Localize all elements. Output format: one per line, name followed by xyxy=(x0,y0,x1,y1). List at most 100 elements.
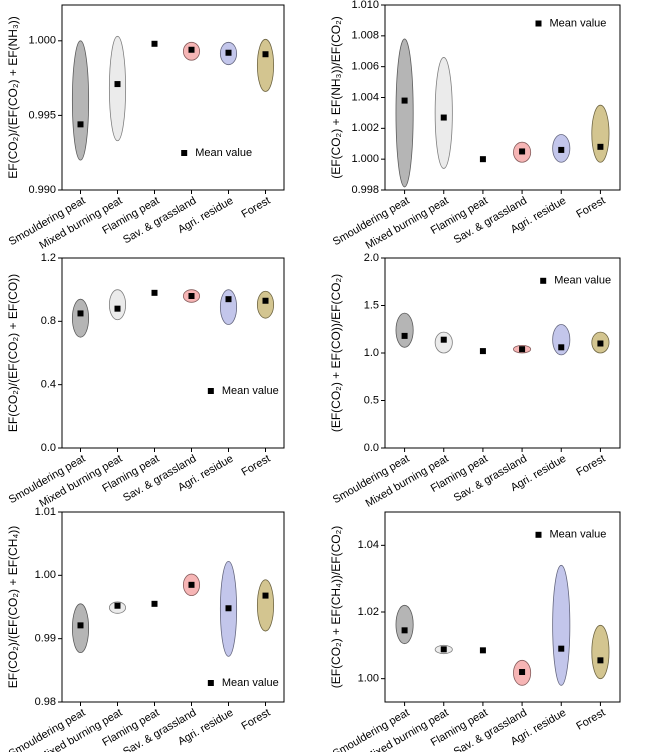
y-tick-label: 0.99 xyxy=(35,633,56,645)
y-tick-label: 0.0 xyxy=(41,442,56,454)
legend-label: Mean value xyxy=(550,529,607,541)
range-ellipse xyxy=(395,312,414,348)
y-tick-label: 1.008 xyxy=(351,30,379,42)
mean-marker xyxy=(225,49,232,56)
legend-marker xyxy=(207,680,214,686)
mean-marker xyxy=(262,592,269,599)
mean-marker xyxy=(114,305,121,312)
panel: 0.0 0.5 1.0 1.5 2.0 (EF(CO₂) + EF(CO))/EF(CO₂… xyxy=(329,252,621,510)
y-tick-label: 1.02 xyxy=(358,606,379,618)
mean-marker xyxy=(558,344,565,351)
legend-label: Mean value xyxy=(550,17,607,29)
panel: 0.990 0.995 1.000 EF(CO₂)/(EF(CO₂) + EF(NH₃… xyxy=(6,4,285,252)
range-ellipse xyxy=(395,38,414,188)
y-axis-label: (EF(CO₂) + EF(CO))/EF(CO₂) xyxy=(329,274,343,432)
mean-marker xyxy=(401,97,408,104)
mean-marker xyxy=(114,81,121,88)
range-ellipse xyxy=(108,35,127,142)
mean-marker xyxy=(151,40,158,47)
range-ellipse xyxy=(256,290,275,319)
mean-marker xyxy=(225,296,232,303)
plot-frame xyxy=(384,511,621,703)
range-ellipse xyxy=(256,579,275,632)
mean-marker xyxy=(151,289,158,296)
legend-marker xyxy=(535,20,542,27)
y-tick-label: 0.98 xyxy=(35,696,56,708)
y-tick-label: 1.5 xyxy=(364,299,379,311)
y-axis-label: (EF(CO₂) + EF(NH₃))/EF(CO₂) xyxy=(329,16,343,179)
range-ellipse xyxy=(71,40,90,161)
y-tick-label: 2.0 xyxy=(364,252,379,264)
mean-marker xyxy=(225,605,232,612)
plot-frame xyxy=(384,4,621,191)
panel: 0.00.40.81.2EF(CO₂)/(EF(CO₂) + EF(CO))Sm… xyxy=(6,252,285,510)
range-ellipse xyxy=(256,38,275,92)
range-ellipse xyxy=(591,104,610,163)
y-tick-label: 1.010 xyxy=(351,0,379,11)
y-tick-label: 0.995 xyxy=(28,109,56,121)
y-tick-label: 0.5 xyxy=(364,394,379,406)
y-tick-label: 1.002 xyxy=(351,122,379,134)
range-ellipse xyxy=(434,57,453,169)
y-tick-label: 1.004 xyxy=(351,91,379,103)
mean-marker xyxy=(597,340,604,347)
mean-marker xyxy=(77,121,84,128)
y-tick-label: 0.0 xyxy=(364,442,379,454)
mean-marker xyxy=(519,346,526,353)
legend-marker xyxy=(535,531,542,538)
plot-frame xyxy=(61,511,285,703)
mean-marker xyxy=(262,51,269,58)
y-tick-label: 0.990 xyxy=(28,184,56,196)
y-tick-label: 1.01 xyxy=(35,506,56,518)
y-tick-label: 1.00 xyxy=(358,673,379,685)
x-tick-label: Forest xyxy=(574,707,607,733)
mean-marker xyxy=(479,348,486,355)
y-tick-label: 1.04 xyxy=(358,539,379,551)
range-ellipse xyxy=(552,324,571,356)
y-tick-label: 1.000 xyxy=(351,153,379,165)
mean-marker xyxy=(558,146,565,153)
y-tick-label: 1.2 xyxy=(41,252,56,264)
mean-marker xyxy=(519,148,526,155)
y-axis-label: EF(CO₂)/(EF(CO₂) + EF(NH₃)) xyxy=(6,16,20,179)
y-tick-label: 0.8 xyxy=(41,315,56,327)
legend-marker xyxy=(207,388,214,394)
panel: 0.998 1.000 1.002 1.004 1.006 1.008 1.010 (EF(C… xyxy=(329,0,621,252)
mean-marker xyxy=(479,156,486,163)
range-ellipse xyxy=(71,298,90,338)
mean-marker xyxy=(597,143,604,150)
mean-marker xyxy=(77,622,84,629)
legend-label: Mean value xyxy=(222,385,279,397)
range-ellipse xyxy=(219,289,238,325)
mean-marker xyxy=(77,310,84,317)
range-ellipse xyxy=(395,604,414,645)
plot-frame xyxy=(61,257,285,449)
mean-marker xyxy=(597,657,604,664)
y-tick-label: 0.4 xyxy=(41,379,56,391)
panel: 0.98 0.99 1.00 1.01 EF(CO₂)/(EF(CO₂) + EF(CH… xyxy=(6,506,285,752)
mean-marker xyxy=(519,669,526,675)
legend-label: Mean value xyxy=(554,275,611,287)
x-tick-label: Forest xyxy=(574,195,607,221)
mean-marker xyxy=(188,293,195,299)
x-tick-label: Forest xyxy=(239,453,272,479)
mean-marker xyxy=(188,581,195,588)
mean-marker xyxy=(558,645,565,652)
mean-marker xyxy=(401,627,408,634)
y-axis-label: EF(CO₂)/(EF(CO₂) + EF(CO)) xyxy=(6,274,20,432)
mean-marker xyxy=(440,336,447,343)
legend-label: Mean value xyxy=(195,147,252,159)
y-axis-label: EF(CO₂)/(EF(CO₂) + EF(CH₄)) xyxy=(6,526,20,689)
legend-label: Mean value xyxy=(222,677,279,689)
y-tick-label: 1.000 xyxy=(28,35,56,47)
y-axis-label: (EF(CO₂) + EF(CH₄))/EF(CO₂) xyxy=(329,526,343,689)
y-tick-label: 0.998 xyxy=(351,184,379,196)
panel: 1.001.021.04(EF(CO₂) + EF(CH₄))/EF(CO₂)S… xyxy=(329,511,621,752)
y-tick-label: 1.006 xyxy=(351,61,379,73)
mean-marker xyxy=(440,114,447,121)
mean-marker xyxy=(188,46,195,53)
x-tick-label: Forest xyxy=(574,453,607,479)
x-tick-label: Forest xyxy=(239,195,272,221)
range-ellipse xyxy=(108,289,127,321)
